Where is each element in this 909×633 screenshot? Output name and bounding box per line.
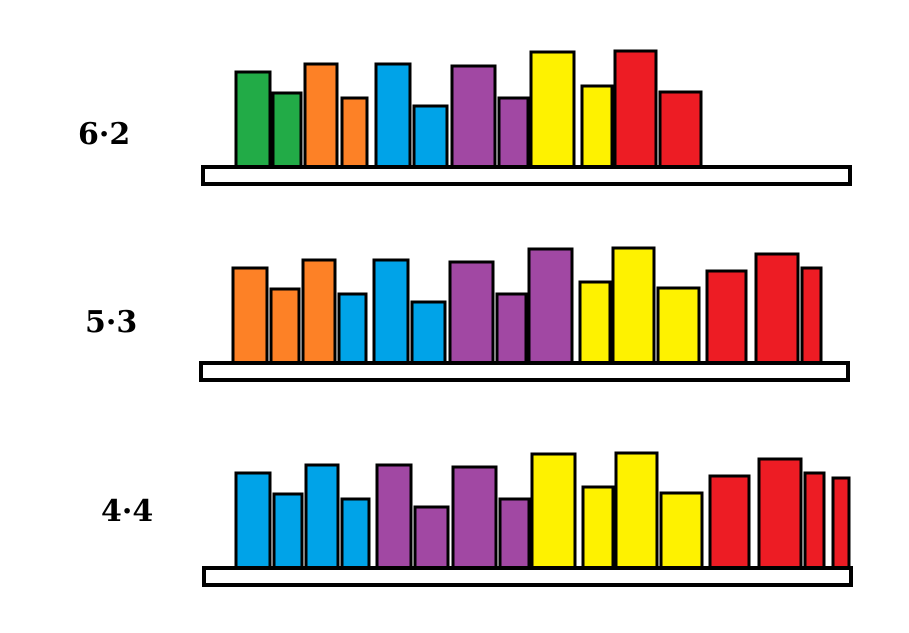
book-red — [757, 457, 803, 570]
shelf-plank — [199, 361, 850, 382]
book-blue — [412, 104, 449, 169]
book-green — [271, 91, 303, 169]
book-yellow — [580, 84, 614, 169]
book-red — [831, 476, 851, 570]
shelf-plank — [201, 165, 852, 186]
shelf-2-multiplication-label: 5·3 — [85, 305, 138, 340]
book-red — [754, 252, 800, 365]
book-yellow — [656, 286, 701, 365]
book-purple — [451, 465, 498, 570]
book-yellow — [659, 491, 704, 570]
book-blue — [234, 471, 272, 570]
shelf-3-multiplication-label: 4·4 — [101, 494, 154, 529]
book-blue — [372, 258, 410, 365]
book-purple — [413, 505, 450, 570]
book-blue — [304, 463, 340, 570]
book-purple — [448, 260, 495, 365]
book-red — [803, 471, 826, 570]
book-red — [708, 474, 751, 570]
book-orange — [301, 258, 337, 365]
shelf-1-multiplication-label: 6·2 — [78, 117, 131, 152]
book-yellow — [530, 452, 577, 570]
book-yellow — [611, 246, 656, 365]
book-red — [658, 90, 703, 169]
book-yellow — [578, 280, 612, 365]
book-blue — [374, 62, 412, 169]
shelf-plank — [202, 566, 853, 587]
book-blue — [340, 497, 371, 570]
book-purple — [497, 96, 530, 169]
book-green — [234, 70, 272, 169]
book-red — [800, 266, 823, 365]
book-purple — [498, 497, 531, 570]
book-purple — [375, 463, 413, 570]
book-yellow — [529, 50, 576, 169]
book-blue — [337, 292, 368, 365]
book-red — [705, 269, 748, 365]
book-blue — [410, 300, 447, 365]
book-orange — [231, 266, 269, 365]
book-red — [613, 49, 658, 169]
book-orange — [269, 287, 301, 365]
book-purple — [450, 64, 497, 169]
book-purple — [495, 292, 528, 365]
book-purple — [527, 247, 574, 365]
book-yellow — [614, 451, 659, 570]
book-orange — [303, 62, 339, 169]
book-orange — [340, 96, 369, 169]
book-blue — [272, 492, 304, 570]
book-yellow — [581, 485, 615, 570]
